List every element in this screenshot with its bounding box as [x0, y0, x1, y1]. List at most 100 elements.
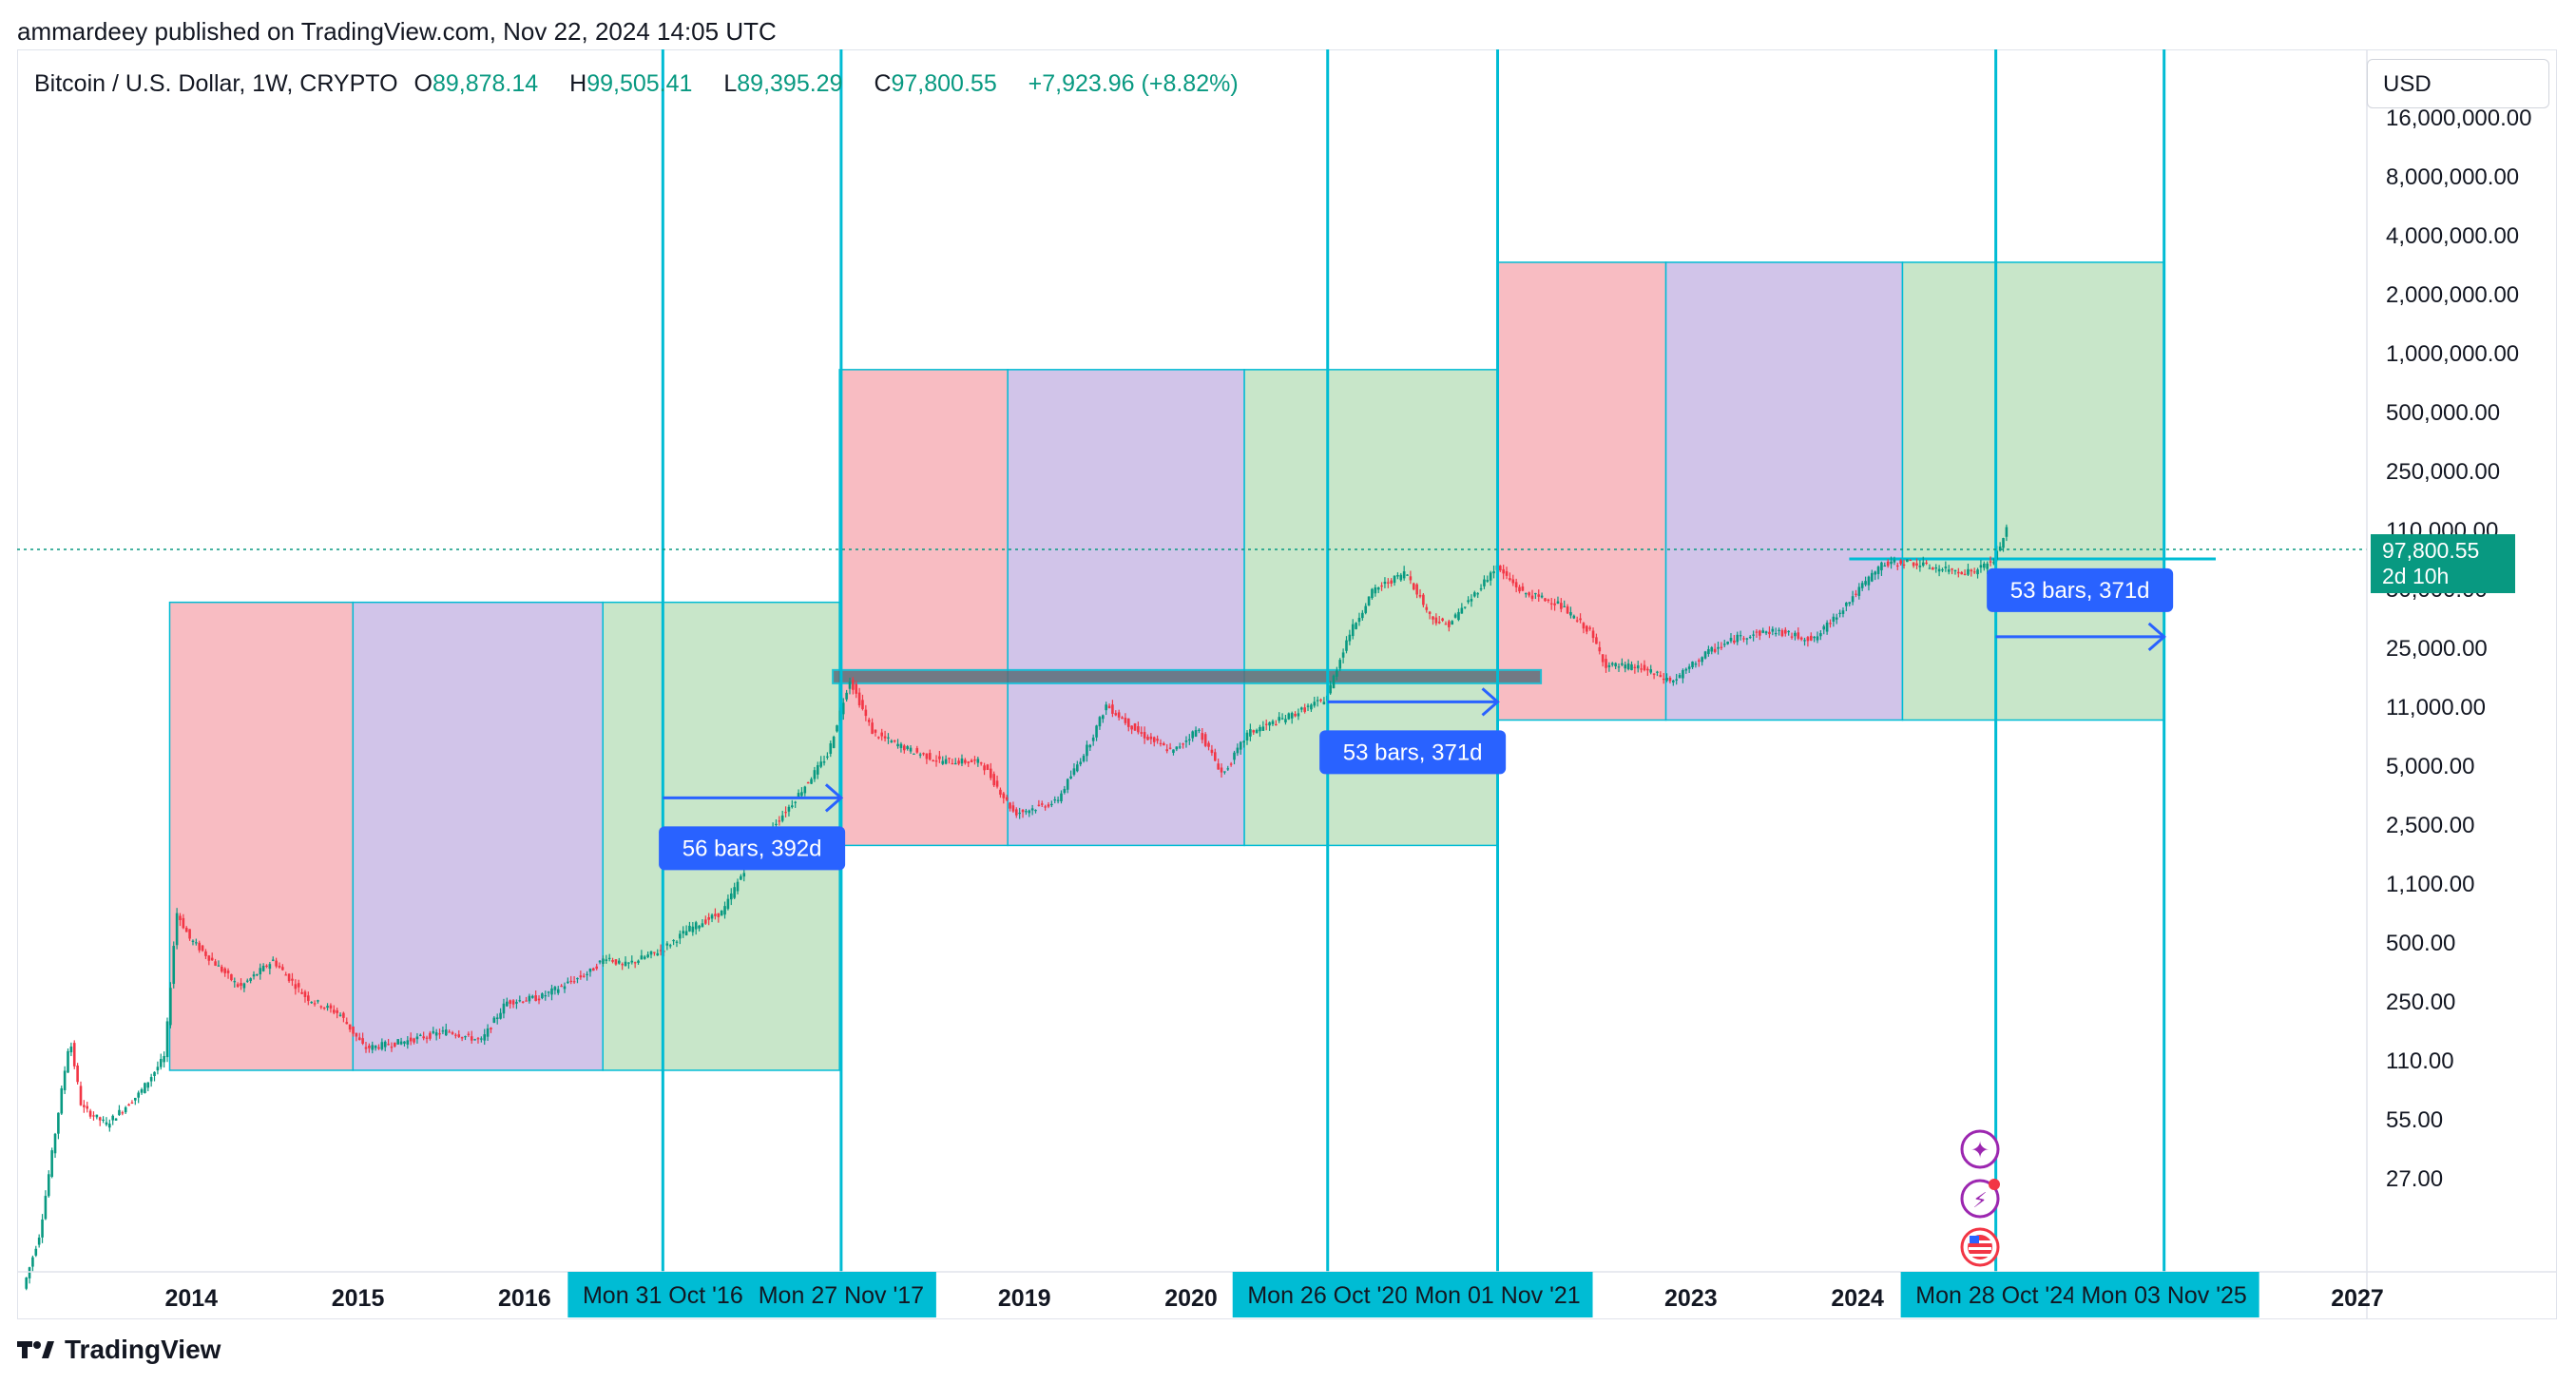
candle-body-162 — [544, 995, 548, 997]
date-label-cover-0 — [749, 1274, 932, 1316]
candle-body-453 — [1476, 593, 1479, 595]
candle-body-439 — [1432, 616, 1434, 620]
candle-body-248 — [819, 761, 822, 767]
candle-body-427 — [1393, 575, 1396, 584]
y-tick-1: 8,000,000.00 — [2386, 164, 2519, 190]
candle-body-549 — [1783, 629, 1787, 634]
candle-body-437 — [1425, 606, 1429, 610]
candle-body-83 — [291, 978, 294, 981]
close-label: C — [874, 70, 892, 97]
candle-body-434 — [1415, 584, 1418, 595]
candle-body-432 — [1409, 576, 1413, 581]
candle-body-60 — [217, 965, 221, 967]
candle-body-195 — [649, 951, 653, 955]
candle-body-333 — [1091, 737, 1095, 741]
candle-body-351 — [1149, 736, 1153, 740]
candle-body-443 — [1444, 624, 1448, 625]
candle-body-99 — [342, 1012, 345, 1018]
candle-body-442 — [1441, 618, 1444, 621]
candle-body-185 — [617, 960, 621, 964]
candle-body-272 — [896, 743, 899, 747]
candle-body-285 — [938, 756, 941, 759]
candle-body-354 — [1159, 742, 1163, 744]
candle-body-371 — [1213, 752, 1217, 761]
y-tick-11: 5,000.00 — [2386, 754, 2474, 779]
candle-body-246 — [813, 770, 817, 779]
candle-body-445 — [1451, 621, 1454, 625]
measure-label-2: 53 bars, 371d — [2010, 578, 2150, 604]
alert-icon[interactable]: ⚡ — [1960, 1179, 2000, 1219]
close-value: 97,800.55 — [891, 70, 997, 97]
candle-body-153 — [515, 1002, 518, 1004]
candle-body-550 — [1787, 630, 1790, 633]
candle-body-127 — [432, 1030, 435, 1033]
candle-body-422 — [1376, 586, 1380, 590]
candle-body-301 — [990, 768, 992, 778]
candle-body-25 — [105, 1122, 108, 1125]
us-economic-event-icon[interactable] — [1960, 1227, 2000, 1267]
candle-body-22 — [95, 1114, 99, 1118]
idea-icon[interactable]: ✦ — [1960, 1129, 2000, 1169]
candle-body-414 — [1351, 624, 1355, 637]
candle-body-343 — [1124, 718, 1127, 723]
candle-body-112 — [383, 1041, 387, 1048]
candle-body-194 — [646, 954, 649, 957]
candle-body-190 — [633, 962, 637, 964]
candle-body-111 — [380, 1042, 384, 1049]
y-tick-16: 110.00 — [2386, 1048, 2454, 1074]
change-value: +7,923.96 (+8.82%) — [1028, 70, 1239, 97]
candle-body-328 — [1076, 764, 1079, 772]
date-label-1: Mon 27 Nov '17 — [759, 1282, 924, 1309]
candle-body-237 — [784, 812, 787, 814]
candle-body-375 — [1226, 768, 1230, 770]
candle-body-204 — [679, 933, 682, 939]
candle-body-421 — [1374, 586, 1377, 594]
candle-body-72 — [256, 973, 259, 976]
symbol-legend[interactable]: Bitcoin / U.S. Dollar, 1W, CRYPTO O89,87… — [34, 70, 1263, 98]
candle-body-478 — [1556, 601, 1560, 604]
candle-body-491 — [1598, 646, 1602, 652]
candle-body-75 — [265, 965, 268, 968]
x-tick-3: 2019 — [998, 1285, 1051, 1312]
candle-body-373 — [1220, 767, 1223, 773]
candle-body-82 — [287, 973, 291, 982]
candle-body-457 — [1489, 572, 1492, 581]
candle-body-325 — [1066, 778, 1069, 790]
candle-body-105 — [361, 1038, 364, 1044]
currency-button[interactable]: USD — [2367, 59, 2549, 108]
candle-body-420 — [1371, 588, 1374, 599]
candle-body-56 — [204, 951, 207, 956]
candle-body-48 — [179, 915, 182, 920]
candle-body-12 — [63, 1070, 67, 1090]
candle-body-511 — [1662, 678, 1665, 681]
candle-body-535 — [1739, 635, 1742, 637]
last-price-box — [2371, 534, 2515, 593]
candle-body-304 — [999, 789, 1002, 796]
candle-body-594 — [1928, 567, 1932, 569]
candle-body-559 — [1816, 636, 1819, 641]
candle-body-54 — [198, 942, 202, 951]
candle-body-273 — [899, 743, 903, 748]
candle-body-576 — [1871, 572, 1874, 582]
candle-body-21 — [92, 1115, 95, 1117]
candle-body-484 — [1575, 620, 1579, 622]
candle-body-330 — [1082, 756, 1086, 761]
candle-body-137 — [464, 1036, 467, 1038]
candle-body-501 — [1630, 663, 1633, 670]
candle-body-198 — [659, 950, 663, 952]
candle-body-87 — [303, 991, 307, 997]
candle-body-303 — [995, 780, 999, 787]
candle-body-131 — [444, 1029, 448, 1036]
candle-body-479 — [1560, 603, 1563, 609]
candle-body-586 — [1902, 564, 1906, 567]
candle-body-357 — [1168, 747, 1172, 749]
candle-body-235 — [778, 820, 781, 822]
candle-body-264 — [871, 722, 874, 735]
candle-body-210 — [698, 925, 701, 929]
candle-body-485 — [1579, 618, 1582, 621]
candle-body-505 — [1643, 664, 1646, 671]
tradingview-footer[interactable]: TradingView — [17, 1335, 221, 1365]
candle-body-533 — [1733, 640, 1736, 644]
candle-body-395 — [1290, 713, 1294, 719]
